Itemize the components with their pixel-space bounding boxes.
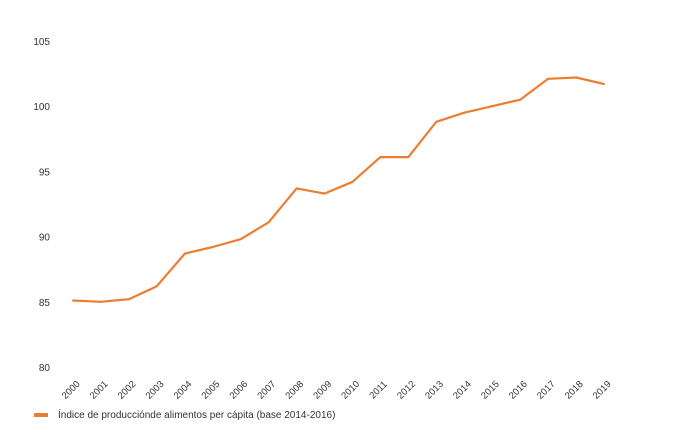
y-tick-label: 90: [39, 233, 51, 244]
data-point: [155, 285, 158, 288]
y-tick-label: 100: [33, 102, 50, 113]
x-tick-label: 2018: [563, 379, 586, 402]
x-tick-label: 2008: [283, 379, 306, 402]
data-point: [127, 298, 130, 301]
legend-label: Índice de producciónde alimentos per cáp…: [58, 408, 335, 421]
data-point: [379, 156, 382, 159]
data-point: [547, 77, 550, 80]
y-tick-label: 85: [39, 298, 51, 309]
x-tick-label: 2019: [591, 379, 614, 402]
x-tick-label: 2014: [451, 379, 474, 402]
x-tick-label: 2004: [172, 379, 195, 402]
data-point: [519, 98, 522, 101]
x-tick-label: 2016: [507, 379, 530, 402]
y-tick-label: 95: [39, 167, 51, 178]
data-point: [435, 120, 438, 123]
legend: Índice de producciónde alimentos per cáp…: [34, 408, 335, 421]
legend-swatch: [34, 413, 48, 417]
data-point: [603, 83, 605, 86]
x-tick-label: 2013: [423, 379, 446, 402]
x-tick-label: 2003: [144, 379, 167, 402]
data-point: [239, 238, 242, 241]
x-tick-label: 2015: [479, 379, 502, 402]
x-tick-label: 2011: [368, 379, 390, 401]
data-point: [72, 299, 74, 302]
data-point: [351, 180, 354, 183]
data-point: [99, 300, 102, 303]
data-point: [323, 192, 326, 195]
data-point: [463, 111, 466, 114]
x-tick-label: 2010: [339, 379, 362, 402]
x-tick-label: 2009: [311, 379, 334, 402]
data-point: [491, 105, 494, 108]
x-tick-label: 2000: [60, 379, 83, 402]
x-tick-label: 2001: [88, 379, 111, 402]
y-tick-label: 105: [33, 37, 50, 48]
x-tick-label: 2002: [116, 379, 139, 402]
x-tick-label: 2006: [228, 379, 251, 402]
x-tick-label: 2007: [256, 379, 279, 402]
data-point: [407, 156, 410, 159]
data-point: [295, 187, 298, 190]
x-tick-label: 2017: [535, 379, 558, 402]
y-axis: 80 85 90 95 100 105: [33, 37, 50, 374]
y-tick-label: 80: [39, 363, 51, 374]
data-point: [575, 76, 578, 79]
x-axis: 2000 2001 2002 2003 2004 2005 2006 2007 2008 2009…: [60, 379, 614, 402]
series-line: [72, 76, 605, 303]
data-point: [211, 246, 214, 249]
series-layer: [72, 76, 605, 303]
x-tick-label: 2005: [200, 379, 223, 402]
x-tick-label: 2012: [395, 379, 418, 402]
data-point: [183, 252, 186, 255]
data-point: [267, 221, 270, 224]
